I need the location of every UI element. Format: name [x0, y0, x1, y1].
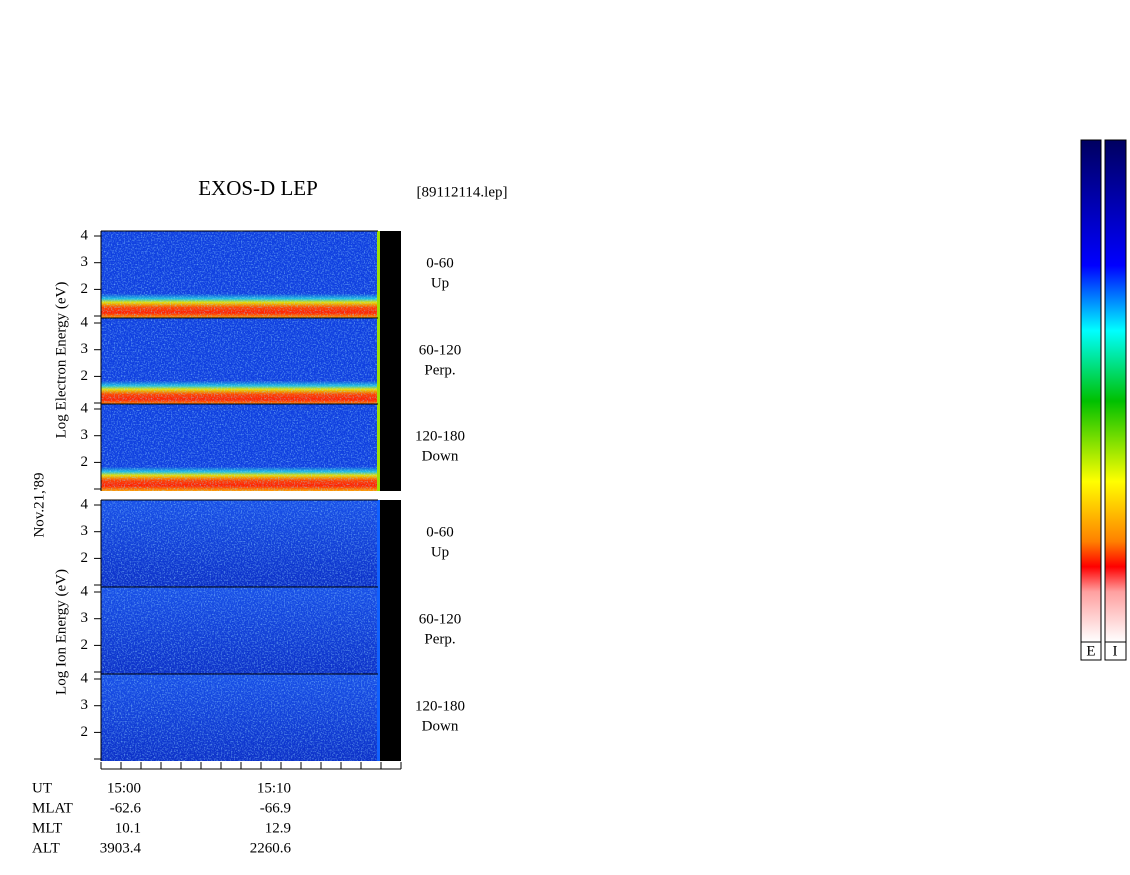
electron-axis-label: Log Electron Energy (eV) [53, 282, 69, 439]
row-label: MLAT [32, 800, 73, 816]
data-gap [378, 587, 401, 674]
y-tick-label: 3 [81, 427, 89, 443]
spectrogram-noise [101, 674, 378, 761]
y-tick-label: 3 [81, 610, 89, 626]
y-tick-label: 3 [81, 697, 89, 713]
pitch-angle: 60-120 [419, 611, 462, 627]
pitch-angle: 0-60 [426, 524, 454, 540]
y-tick-label: 3 [81, 254, 89, 270]
row-value: 10.1 [115, 820, 141, 836]
y-tick-label: 4 [81, 583, 89, 599]
spectrogram-noise [101, 318, 378, 405]
y-tick-label: 4 [81, 400, 89, 416]
row-value: -66.9 [260, 800, 291, 816]
y-tick-label: 4 [81, 670, 89, 686]
colorbar-label-box [1104, 641, 1127, 661]
row-label: ALT [32, 840, 60, 856]
y-tick-label: 2 [81, 281, 89, 297]
row-label: UT [32, 780, 52, 796]
ion-axis-label: Log Ion Energy (eV) [53, 569, 69, 695]
y-tick-label: 2 [81, 550, 89, 566]
y-tick-label: 4 [81, 227, 89, 243]
spectrogram-noise [101, 231, 378, 318]
colorbar-e [1080, 139, 1102, 643]
spectrogram-noise [101, 587, 378, 674]
edge-strip [377, 674, 380, 761]
spectrogram-noise [101, 500, 378, 587]
colorbar-label: E [1086, 643, 1095, 659]
title: EXOS-D LEP [198, 176, 318, 200]
edge-strip [377, 318, 380, 405]
data-gap [378, 404, 401, 491]
data-gap [378, 500, 401, 587]
row-value: 12.9 [265, 820, 291, 836]
file-name: [89112114.lep] [417, 184, 508, 200]
spectrogram-noise [101, 404, 378, 491]
row-value: 2260.6 [250, 840, 292, 856]
y-tick-label: 2 [81, 724, 89, 740]
direction: Up [431, 544, 449, 560]
row-label: MLT [32, 820, 62, 836]
direction: Perp. [424, 362, 455, 378]
y-tick-label: 3 [81, 341, 89, 357]
y-tick-label: 4 [81, 496, 89, 512]
data-gap [378, 318, 401, 405]
colorbar-label-box [1080, 641, 1102, 661]
data-gap [378, 674, 401, 761]
edge-strip [377, 587, 380, 674]
colorbar-label: I [1113, 643, 1118, 659]
pitch-angle: 120-180 [415, 428, 465, 444]
edge-strip [377, 404, 380, 491]
data-gap [378, 231, 401, 318]
edge-strip [377, 231, 380, 318]
colorbar-i [1104, 139, 1127, 643]
y-tick-label: 2 [81, 637, 89, 653]
pitch-angle: 0-60 [426, 255, 454, 271]
row-value: 3903.4 [100, 840, 142, 856]
pitch-angle: 120-180 [415, 698, 465, 714]
pitch-angle: 60-120 [419, 342, 462, 358]
row-value: -62.6 [110, 800, 142, 816]
direction: Down [422, 448, 459, 464]
y-tick-label: 2 [81, 368, 89, 384]
row-value: 15:00 [107, 780, 141, 796]
y-tick-label: 3 [81, 523, 89, 539]
row-value: 15:10 [257, 780, 291, 796]
y-tick-label: 2 [81, 454, 89, 470]
date: Nov.21,'89 [31, 472, 47, 537]
direction: Down [422, 718, 459, 734]
direction: Perp. [424, 631, 455, 647]
direction: Up [431, 275, 449, 291]
y-tick-label: 4 [81, 314, 89, 330]
edge-strip [377, 500, 380, 587]
